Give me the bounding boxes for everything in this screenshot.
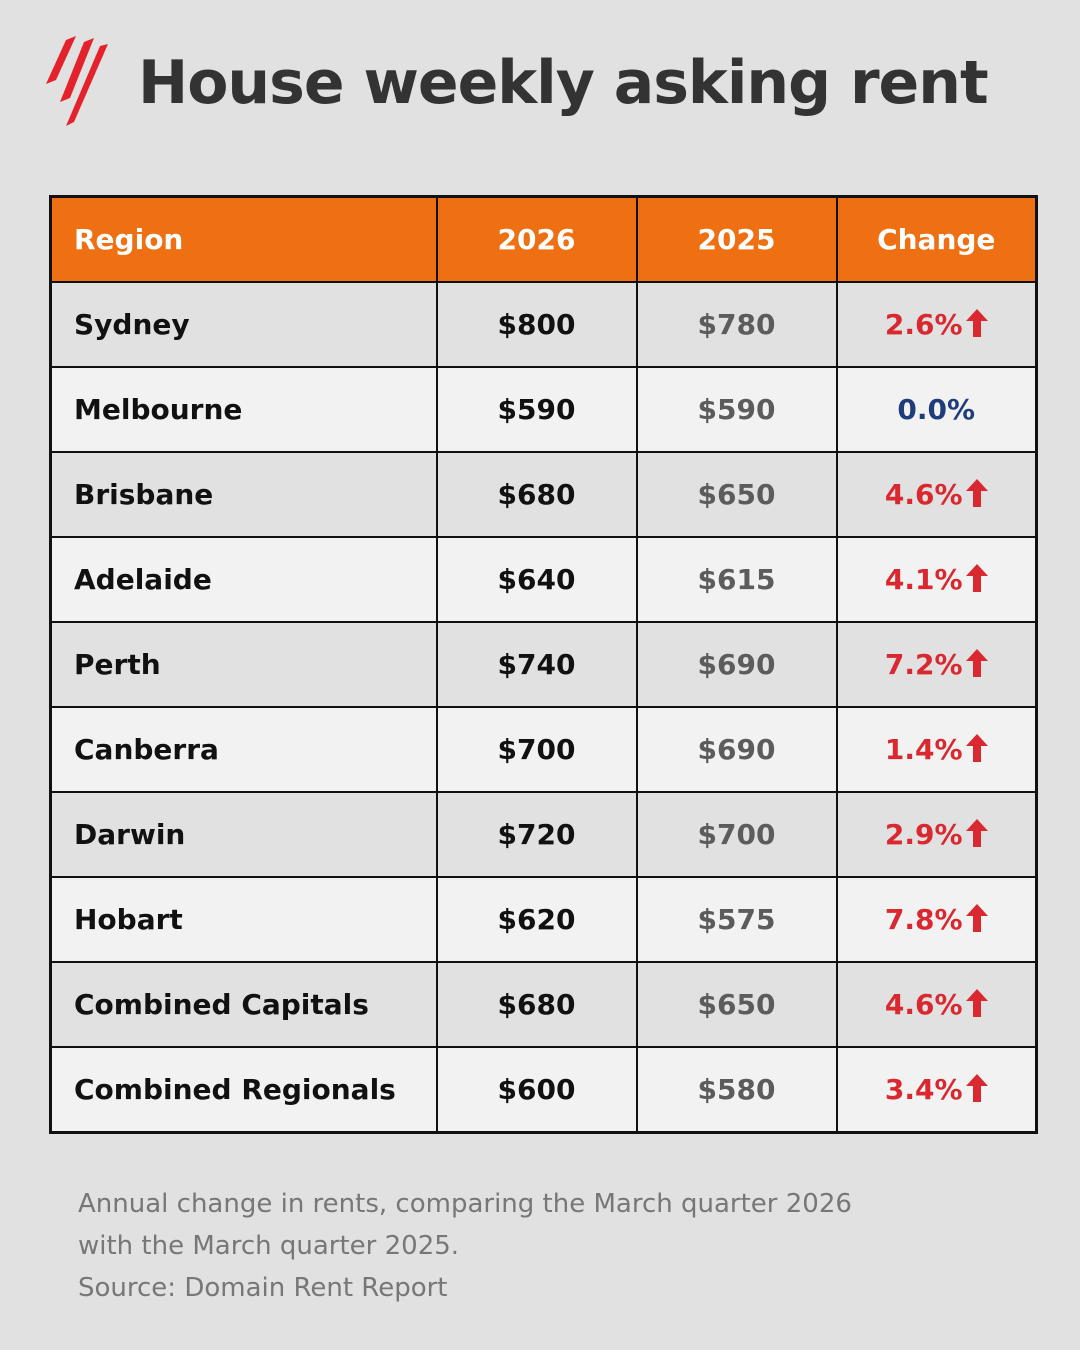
value-2025-cell: $690 — [635, 706, 838, 793]
table-row: Sydney $800 $780 2.6% — [49, 281, 1038, 368]
value-2025-cell: $690 — [635, 621, 838, 708]
change-cell: 7.2% — [835, 621, 1038, 708]
sbs-logo-icon — [46, 36, 108, 126]
value-2026-cell: $680 — [435, 451, 638, 538]
arrow-up-icon — [965, 309, 988, 337]
change-cell: 4.1% — [835, 536, 1038, 623]
table-row: Brisbane $680 $650 4.6% — [49, 451, 1038, 538]
change-value: 3.4% — [884, 1073, 963, 1106]
change-cell: 1.4% — [835, 706, 1038, 793]
arrow-up-icon — [965, 1074, 988, 1102]
region-cell: Sydney — [49, 281, 438, 368]
table-row: Canberra $700 $690 1.4% — [49, 706, 1038, 793]
value-2026-cell: $600 — [435, 1046, 638, 1134]
arrow-up-icon — [965, 989, 988, 1017]
table-row: Combined Regionals $600 $580 3.4% — [49, 1046, 1038, 1134]
region-cell: Brisbane — [49, 451, 438, 538]
footnote: Annual change in rents, comparing the Ma… — [78, 1183, 978, 1309]
region-cell: Adelaide — [49, 536, 438, 623]
value-2025-cell: $780 — [635, 281, 838, 368]
column-header-region: Region — [49, 195, 438, 283]
footnote-line-2: with the March quarter 2025. — [78, 1231, 460, 1261]
value-2026-cell: $620 — [435, 876, 638, 963]
value-2026-cell: $590 — [435, 366, 638, 453]
table-header-row: Region 2026 2025 Change — [49, 195, 1038, 283]
column-header-2025: 2025 — [635, 195, 838, 283]
table-row: Perth $740 $690 7.2% — [49, 621, 1038, 708]
region-cell: Darwin — [49, 791, 438, 878]
value-2025-cell: $700 — [635, 791, 838, 878]
value-2026-cell: $720 — [435, 791, 638, 878]
value-2026-cell: $740 — [435, 621, 638, 708]
rent-table: Region 2026 2025 Change Sydney $800 $780 2.… — [49, 195, 1038, 1134]
table-row: Adelaide $640 $615 4.1% — [49, 536, 1038, 623]
footnote-line-1: Annual change in rents, comparing the Ma… — [78, 1189, 852, 1219]
value-2026-cell: $640 — [435, 536, 638, 623]
value-2025-cell: $580 — [635, 1046, 838, 1134]
arrow-up-icon — [965, 564, 988, 592]
region-cell: Hobart — [49, 876, 438, 963]
column-header-2026: 2026 — [435, 195, 638, 283]
region-cell: Canberra — [49, 706, 438, 793]
region-cell: Perth — [49, 621, 438, 708]
change-value: 4.6% — [884, 478, 963, 511]
arrow-up-icon — [965, 734, 988, 762]
value-2025-cell: $575 — [635, 876, 838, 963]
change-cell: 3.4% — [835, 1046, 1038, 1134]
region-cell: Combined Capitals — [49, 961, 438, 1048]
table-row: Darwin $720 $700 2.9% — [49, 791, 1038, 878]
source-note: Source: Domain Rent Report — [78, 1273, 448, 1303]
change-cell: 2.9% — [835, 791, 1038, 878]
region-cell: Combined Regionals — [49, 1046, 438, 1134]
change-value: 0.0% — [897, 393, 976, 426]
value-2025-cell: $650 — [635, 961, 838, 1048]
change-value: 7.8% — [884, 903, 963, 936]
arrow-up-icon — [965, 649, 988, 677]
value-2026-cell: $800 — [435, 281, 638, 368]
change-cell: 0.0% — [835, 366, 1038, 453]
value-2026-cell: $700 — [435, 706, 638, 793]
page-title: House weekly asking rent — [138, 48, 989, 118]
change-value: 1.4% — [884, 733, 963, 766]
value-2025-cell: $590 — [635, 366, 838, 453]
table-row: Combined Capitals $680 $650 4.6% — [49, 961, 1038, 1048]
value-2026-cell: $680 — [435, 961, 638, 1048]
table-body: Sydney $800 $780 2.6% Melbourne $590 $590 0.0% B… — [49, 281, 1038, 1134]
change-value: 2.9% — [884, 818, 963, 851]
table-row: Hobart $620 $575 7.8% — [49, 876, 1038, 963]
change-value: 4.6% — [884, 988, 963, 1021]
change-value: 7.2% — [884, 648, 963, 681]
arrow-up-icon — [965, 479, 988, 507]
change-value: 4.1% — [884, 563, 963, 596]
column-header-change: Change — [835, 195, 1038, 283]
change-cell: 2.6% — [835, 281, 1038, 368]
change-cell: 4.6% — [835, 451, 1038, 538]
region-cell: Melbourne — [49, 366, 438, 453]
arrow-up-icon — [965, 904, 988, 932]
value-2025-cell: $615 — [635, 536, 838, 623]
table-row: Melbourne $590 $590 0.0% — [49, 366, 1038, 453]
change-cell: 7.8% — [835, 876, 1038, 963]
arrow-up-icon — [965, 819, 988, 847]
change-cell: 4.6% — [835, 961, 1038, 1048]
change-value: 2.6% — [884, 308, 963, 341]
value-2025-cell: $650 — [635, 451, 838, 538]
